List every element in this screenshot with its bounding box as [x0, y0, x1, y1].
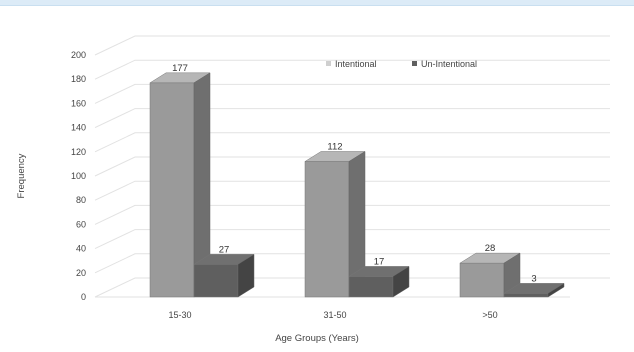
- data-labels: 177 27 112 17 28 3: [172, 63, 537, 285]
- bar-front: [459, 262, 505, 298]
- y-tick-label: 160: [71, 98, 86, 108]
- gridline: [94, 132, 610, 153]
- top-border: [0, 0, 634, 6]
- y-tick-label: 60: [76, 219, 86, 229]
- bar-un-intentional: [348, 265, 410, 298]
- legend-swatch-intentional: [326, 61, 331, 66]
- y-axis-title: Frequency: [16, 153, 27, 198]
- data-label: 3: [531, 273, 536, 284]
- bar-side: [547, 282, 565, 298]
- x-category-label: 15-30: [168, 310, 191, 320]
- x-axis-categories: 15-30 31-50 >50: [168, 310, 497, 320]
- gridline: [94, 253, 610, 274]
- gridline: [94, 277, 610, 298]
- bar-front: [193, 264, 239, 298]
- bar-side: [237, 253, 255, 298]
- bar-intentional: [304, 151, 366, 298]
- data-label: 27: [219, 244, 230, 255]
- bar-front: [503, 293, 549, 298]
- y-tick-label: 0: [81, 292, 86, 302]
- gridline: [94, 180, 610, 201]
- x-axis-title: Age Groups (Years): [275, 333, 359, 344]
- data-label: 112: [327, 141, 342, 152]
- y-tick-label: 120: [71, 147, 86, 157]
- bar-intentional: [149, 72, 211, 298]
- bar-intentional: [459, 252, 521, 298]
- legend-label-intentional: Intentional: [335, 59, 377, 69]
- legend: Intentional Un-Intentional: [326, 59, 477, 69]
- data-label: 17: [374, 256, 385, 267]
- y-axis-ticks: 0 20 40 60 80 100 120 140 160 180 200: [71, 50, 86, 302]
- bar-front: [149, 82, 195, 298]
- x-category-label: 31-50: [323, 310, 346, 320]
- bar-front: [348, 276, 394, 298]
- bar-un-intentional: [193, 253, 255, 298]
- gridline: [94, 156, 610, 177]
- y-tick-label: 140: [71, 123, 86, 133]
- y-tick-label: 80: [76, 195, 86, 205]
- data-label: 177: [172, 63, 188, 74]
- gridline: [94, 204, 610, 225]
- y-tick-label: 200: [71, 50, 86, 60]
- bars: [149, 72, 565, 298]
- y-tick-label: 20: [76, 268, 86, 278]
- y-tick-label: 40: [76, 244, 86, 254]
- gridline: [94, 108, 610, 129]
- y-tick-label: 100: [71, 171, 86, 181]
- bar-un-intentional: [503, 282, 565, 298]
- gridline: [94, 59, 610, 80]
- bar-side: [392, 265, 410, 298]
- gridline: [94, 83, 610, 104]
- gridline: [94, 35, 610, 56]
- legend-swatch-unintentional: [412, 61, 417, 66]
- data-label: 28: [485, 243, 496, 254]
- legend-label-unintentional: Un-Intentional: [421, 59, 477, 69]
- bar-front: [304, 161, 350, 298]
- gridline: [94, 229, 610, 250]
- y-tick-label: 180: [71, 74, 86, 84]
- x-category-label: >50: [482, 310, 497, 320]
